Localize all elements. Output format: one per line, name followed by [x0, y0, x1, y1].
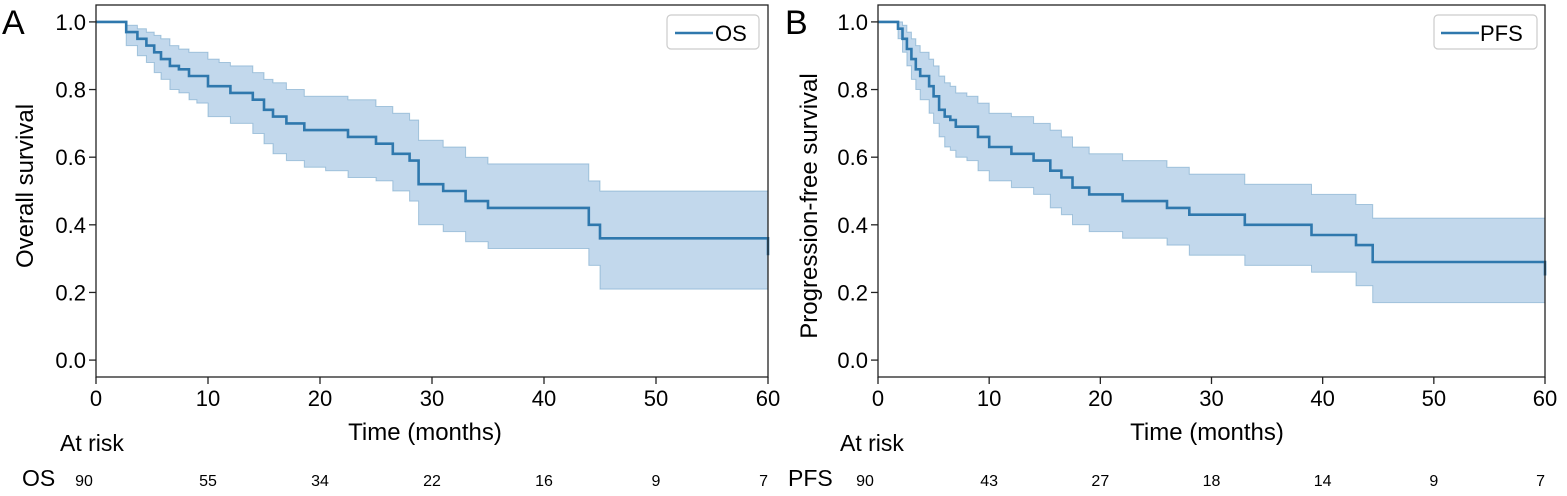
panel-b-y-tick-label: 0.2 — [837, 280, 868, 305]
panel-b-x-tick-label: 40 — [1310, 386, 1334, 411]
panel-a-x-tick-label: 20 — [308, 386, 332, 411]
panel-b-at-risk-count: 27 — [1091, 473, 1109, 490]
panel-b-legend: PFS — [1433, 14, 1538, 50]
panel-b: B Progression-free survival 0 10 20 30 40 50 6… — [785, 4, 1557, 491]
panel-a-plot-area — [96, 20, 770, 303]
panel-a-x-tick-label: 60 — [756, 386, 780, 411]
panel-b-at-risk-counts: 90 43 27 18 14 9 7 — [856, 473, 1545, 490]
panel-a-x-tick-label: 50 — [644, 386, 668, 411]
panel-a-axes-frame — [95, 4, 769, 378]
panel-b-at-risk-count: 43 — [980, 473, 998, 490]
panel-a-at-risk-count: 16 — [535, 473, 553, 490]
panel-b-plot-area — [878, 20, 1547, 317]
panel-a-at-risk-count: 7 — [759, 473, 768, 490]
panel-b-at-risk-label: PFS — [788, 465, 833, 491]
panel-a-y-tick-label: 0.4 — [55, 213, 86, 238]
panel-a-at-risk-counts: 90 55 34 22 16 9 7 — [75, 473, 768, 490]
panel-b-y-tick-label: 0.0 — [837, 348, 868, 373]
panel-b-y-tick-label: 1.0 — [837, 10, 868, 35]
panel-a-y-tick-label: 0.6 — [55, 145, 86, 170]
panel-a-x-tick-label: 0 — [90, 386, 102, 411]
panel-b-y-tick-label: 0.4 — [837, 213, 868, 238]
panel-a-y-tick-label: 0.2 — [55, 280, 86, 305]
panel-a-y-tick-label: 0.0 — [55, 348, 86, 373]
panel-a-confidence-band — [96, 21, 769, 303]
panel-a-y-tick-label: 1.0 — [55, 10, 86, 35]
panel-b-at-risk-count: 18 — [1203, 473, 1221, 490]
panel-b-x-tick-label: 30 — [1199, 386, 1223, 411]
panel-b-x-axis-label: Time (months) — [1130, 419, 1284, 446]
panel-a-at-risk-count: 55 — [199, 473, 217, 490]
panel-b-legend-label: PFS — [1480, 21, 1523, 46]
panel-a-x-tick-label: 30 — [420, 386, 444, 411]
panel-a-y-tick-label: 0.8 — [55, 78, 86, 103]
panel-b-at-risk-title: At risk — [840, 430, 904, 456]
panel-a-legend: OS — [666, 14, 760, 50]
panel-a-at-risk-count: 90 — [75, 473, 93, 490]
panel-a-at-risk-label: OS — [22, 465, 55, 491]
panel-a-at-risk-title: At risk — [60, 430, 124, 456]
panel-b-confidence-band — [878, 21, 1546, 317]
panel-a-x-tick-label: 40 — [532, 386, 556, 411]
panel-a-survival-line — [96, 20, 770, 256]
panel-b-at-risk-count: 14 — [1314, 473, 1332, 490]
panel-b-x-tick-label: 0 — [872, 386, 884, 411]
panel-b-at-risk-count: 90 — [856, 473, 874, 490]
panel-b-at-risk-count: 9 — [1429, 473, 1438, 490]
panel-b-ticks: 0 10 20 30 40 50 60 0.0 0.2 0.4 0.6 0.8 1.0 — [837, 10, 1557, 411]
panel-b-at-risk-count: 7 — [1536, 473, 1545, 490]
panel-b-x-tick-label: 60 — [1533, 386, 1557, 411]
panel-b-axes-frame — [877, 4, 1546, 378]
panel-a-legend-label: OS — [715, 21, 747, 46]
panel-b-y-tick-label: 0.6 — [837, 145, 868, 170]
panel-a-letter: A — [2, 4, 25, 42]
panel-a-ticks: 0 10 20 30 40 50 60 0.0 0.2 0.4 0.6 0.8 1.0 — [55, 10, 780, 411]
panel-b-legend-box — [1433, 14, 1538, 50]
panel-b-y-tick-label: 0.8 — [837, 78, 868, 103]
panel-a-at-risk-count: 22 — [423, 473, 441, 490]
panel-b-letter: B — [785, 4, 808, 42]
panel-b-survival-line — [878, 20, 1547, 276]
panel-a-y-axis-label: Overall survival — [12, 104, 39, 268]
panel-b-y-axis-label: Progression-free survival — [796, 73, 823, 338]
panel-a-at-risk-count: 9 — [652, 473, 661, 490]
panel-b-x-tick-label: 20 — [1088, 386, 1112, 411]
panel-a: A Overall survival 0 10 20 30 40 50 60 0.0 0.2 0.… — [2, 4, 780, 491]
panel-a-x-axis-label: Time (months) — [348, 419, 502, 446]
panel-a-at-risk-count: 34 — [311, 473, 329, 490]
panel-b-x-tick-label: 50 — [1422, 386, 1446, 411]
panel-b-x-tick-label: 10 — [977, 386, 1001, 411]
panel-a-x-tick-label: 10 — [196, 386, 220, 411]
